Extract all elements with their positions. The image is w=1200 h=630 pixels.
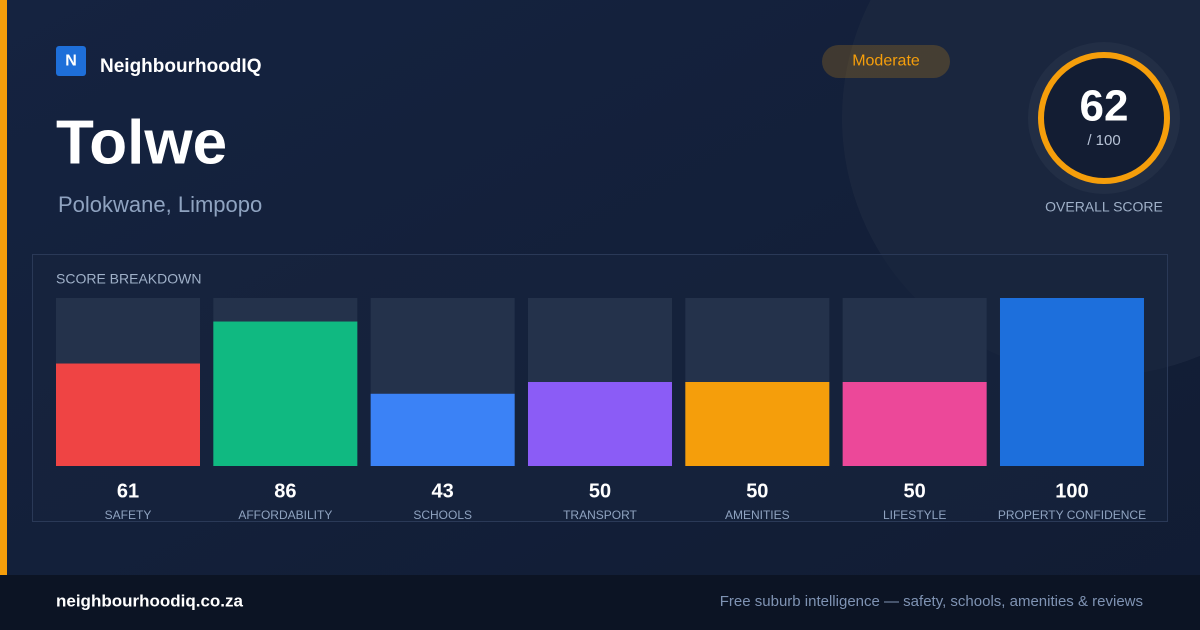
category-label: LIFESTYLE (883, 508, 946, 522)
footer-bar (0, 575, 1200, 630)
category-label: SCHOOLS (413, 508, 472, 522)
accent-stripe (0, 0, 7, 575)
category-label: AFFORDABILITY (238, 508, 332, 522)
breakdown-title: SCORE BREAKDOWN (56, 271, 201, 287)
value-label: 50 (746, 480, 768, 502)
category-label: AMENITIES (725, 508, 790, 522)
category-label: PROPERTY CONFIDENCE (998, 508, 1146, 522)
value-label: 43 (432, 480, 454, 502)
bar (527, 382, 672, 466)
overall-label: OVERALL SCORE (1045, 199, 1163, 215)
bar (999, 298, 1144, 466)
category-label: SAFETY (105, 508, 152, 522)
logo (56, 46, 86, 76)
value-label: 50 (589, 480, 611, 502)
logo-letter: N (65, 53, 77, 70)
bar (213, 321, 358, 466)
overall-out-of: / 100 (1087, 132, 1120, 149)
value-label: 50 (904, 480, 926, 502)
bar (56, 363, 200, 466)
value-label: 61 (117, 480, 139, 502)
score-ring (1038, 52, 1170, 184)
brand: NeighbourhoodIQ (100, 56, 261, 77)
category-label: TRANSPORT (563, 508, 637, 522)
value-label: 86 (274, 480, 296, 502)
bar (370, 393, 515, 466)
rating: Moderate (852, 53, 920, 70)
value-label: 100 (1055, 480, 1088, 502)
suburb-title: Tolwe (56, 108, 227, 177)
bar (685, 382, 830, 466)
footer-url: neighbourhoodiq.co.za (56, 591, 244, 610)
footer-tagline: Free suburb intelligence — safety, schoo… (720, 593, 1143, 610)
bar (842, 382, 987, 466)
overall-score: 62 (1080, 82, 1129, 131)
rating-badge (822, 45, 950, 78)
location: Polokwane, Limpopo (58, 192, 262, 217)
